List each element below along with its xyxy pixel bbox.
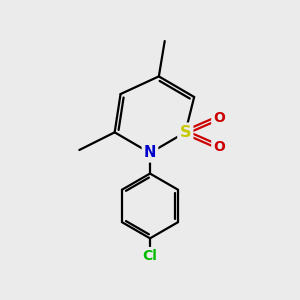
Text: O: O (213, 111, 225, 124)
Text: Cl: Cl (142, 249, 158, 263)
Text: O: O (213, 140, 225, 154)
Text: N: N (144, 146, 156, 160)
Text: S: S (180, 125, 191, 140)
